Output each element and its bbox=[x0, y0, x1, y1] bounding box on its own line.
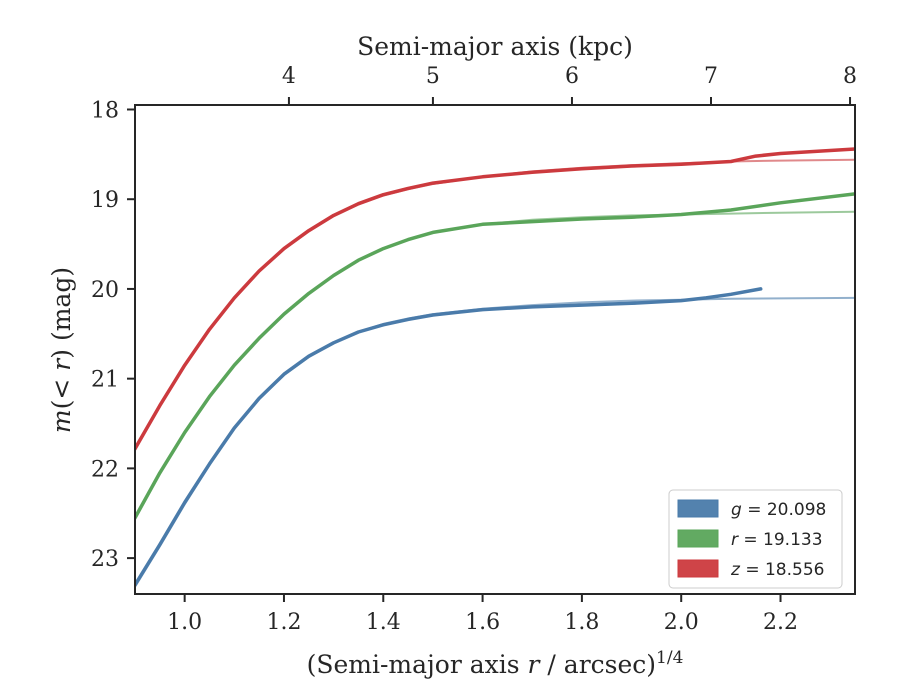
legend-label-z: z = 18.556 bbox=[730, 560, 824, 580]
y-tick-label: 21 bbox=[91, 368, 119, 393]
x-tick-label: 2.0 bbox=[664, 610, 699, 635]
y-tick-label: 22 bbox=[91, 457, 119, 482]
model-line-z bbox=[135, 158, 855, 451]
y-ticks-layer: 18 19 20 21 22 23 bbox=[91, 98, 135, 572]
curves-layer bbox=[135, 147, 855, 588]
legend-label-g: g = 20.098 bbox=[731, 500, 826, 520]
series-line-z bbox=[135, 147, 855, 451]
x-axis-title: (Semi-major axis r / arcsec)1/4 bbox=[307, 648, 684, 679]
legend-swatch-r bbox=[677, 529, 719, 548]
x-tick-label: 1.8 bbox=[564, 610, 599, 635]
x-tick-label: 1.2 bbox=[266, 610, 301, 635]
top-axis-title: Semi-major axis (kpc) bbox=[357, 32, 633, 61]
top-tick-label: 6 bbox=[565, 64, 579, 89]
legend-label-r: r = 19.133 bbox=[731, 530, 823, 550]
x-tick-label: 1.0 bbox=[167, 610, 202, 635]
y-tick-label: 18 bbox=[91, 98, 119, 123]
top-tick-label: 5 bbox=[426, 64, 440, 89]
y-tick-label: 19 bbox=[91, 188, 119, 213]
x-ticks-layer: 1.0 1.2 1.4 1.6 1.8 2.0 2.2 bbox=[167, 594, 798, 635]
top-ticks-layer: 4 5 6 7 8 bbox=[282, 64, 857, 105]
legend-swatch-z bbox=[677, 559, 719, 578]
x-tick-label: 2.2 bbox=[763, 610, 798, 635]
y-axis-title: m(< r) (mag) bbox=[47, 267, 76, 433]
legend-swatch-g bbox=[677, 499, 719, 518]
y-tick-label: 20 bbox=[91, 278, 119, 303]
x-tick-label: 1.4 bbox=[366, 610, 401, 635]
legend: g = 20.098 r = 19.133 z = 18.556 bbox=[668, 489, 843, 589]
series-line-r bbox=[135, 192, 855, 520]
top-tick-label: 4 bbox=[282, 64, 296, 89]
top-tick-label: 7 bbox=[704, 64, 718, 89]
model-line-r bbox=[135, 210, 855, 520]
x-tick-label: 1.6 bbox=[465, 610, 500, 635]
plot-frame bbox=[134, 104, 856, 595]
y-tick-label: 23 bbox=[91, 547, 119, 572]
top-tick-label: 8 bbox=[843, 64, 857, 89]
series-line-g bbox=[135, 287, 763, 587]
